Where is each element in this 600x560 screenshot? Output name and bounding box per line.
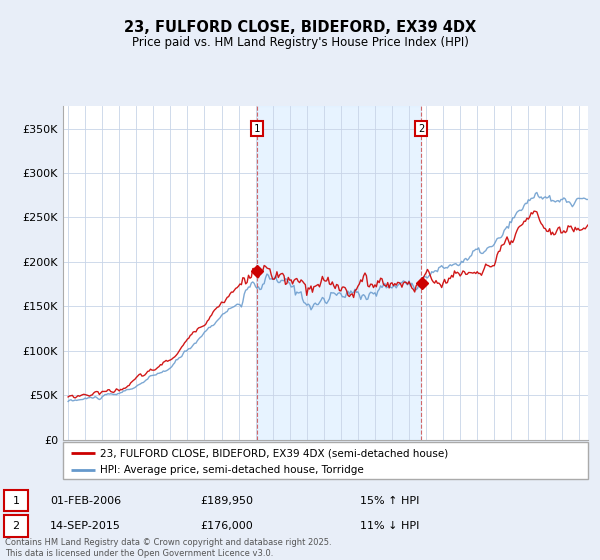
FancyBboxPatch shape: [4, 489, 28, 511]
Text: 2: 2: [418, 124, 424, 134]
Text: 11% ↓ HPI: 11% ↓ HPI: [360, 521, 419, 531]
FancyBboxPatch shape: [4, 515, 28, 537]
Text: 23, FULFORD CLOSE, BIDEFORD, EX39 4DX (semi-detached house): 23, FULFORD CLOSE, BIDEFORD, EX39 4DX (s…: [100, 449, 448, 458]
Text: Contains HM Land Registry data © Crown copyright and database right 2025.
This d: Contains HM Land Registry data © Crown c…: [5, 538, 332, 558]
Text: £189,950: £189,950: [200, 496, 253, 506]
Text: 2: 2: [13, 521, 20, 531]
Text: 14-SEP-2015: 14-SEP-2015: [50, 521, 121, 531]
Text: 1: 1: [254, 124, 260, 134]
Text: Price paid vs. HM Land Registry's House Price Index (HPI): Price paid vs. HM Land Registry's House …: [131, 36, 469, 49]
Text: £176,000: £176,000: [200, 521, 253, 531]
Text: 15% ↑ HPI: 15% ↑ HPI: [360, 496, 419, 506]
Text: HPI: Average price, semi-detached house, Torridge: HPI: Average price, semi-detached house,…: [100, 465, 364, 475]
Text: 23, FULFORD CLOSE, BIDEFORD, EX39 4DX: 23, FULFORD CLOSE, BIDEFORD, EX39 4DX: [124, 20, 476, 35]
Bar: [257, 106, 421, 440]
Text: 1: 1: [13, 496, 19, 506]
Text: 01-FEB-2006: 01-FEB-2006: [50, 496, 121, 506]
FancyBboxPatch shape: [63, 442, 588, 479]
